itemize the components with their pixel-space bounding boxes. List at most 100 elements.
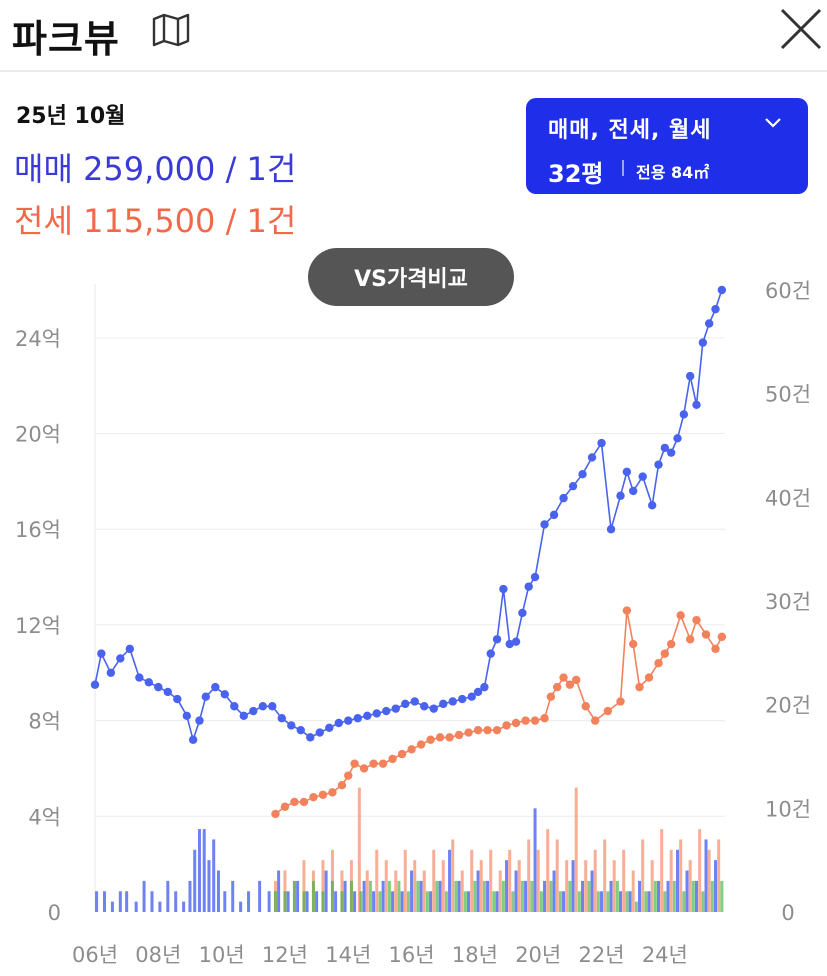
x-tick-label: 06년 [72, 943, 118, 967]
price-point [628, 639, 638, 649]
y-left-tick-label: 20억 [15, 423, 61, 447]
volume-bar [717, 839, 721, 912]
volume-bar [239, 901, 243, 912]
volume-bar [638, 880, 642, 912]
volume-bar [334, 891, 338, 912]
close-icon[interactable] [778, 6, 824, 52]
volume-bar [498, 870, 502, 912]
volume-bar [577, 891, 581, 912]
price-point [565, 680, 575, 689]
price-point [163, 687, 173, 697]
price-point [559, 673, 568, 682]
y-right-tick-label: 0 [781, 901, 794, 925]
volume-bar [714, 860, 718, 912]
price-point [518, 608, 527, 618]
price-point [711, 304, 720, 314]
x-tick-label: 16년 [389, 943, 435, 967]
jeonse-price-line [275, 610, 723, 815]
price-point [454, 730, 464, 740]
price-point [505, 639, 514, 649]
volume-bar [340, 891, 344, 912]
volume-bar [406, 891, 410, 912]
price-point [429, 704, 438, 713]
y-right-tick-label: 50건 [765, 383, 811, 407]
volume-bar [489, 849, 493, 912]
volume-bar [666, 880, 670, 912]
volume-bar [286, 891, 290, 912]
volume-bar [188, 880, 192, 912]
volume-bar [707, 849, 711, 912]
map-icon[interactable] [150, 12, 192, 48]
price-point [271, 809, 280, 819]
volume-bar [682, 891, 686, 912]
price-point [325, 723, 334, 732]
deal-type-filter-button[interactable]: 매매, 전세, 월세 32평 전용 84㎡ [526, 98, 808, 194]
volume-bar [584, 860, 588, 912]
volume-bar [619, 891, 623, 912]
price-point [553, 682, 562, 692]
price-point [616, 697, 625, 706]
volume-bar [508, 849, 512, 912]
volume-bar [403, 849, 407, 912]
price-point [397, 749, 407, 759]
vs-compare-button[interactable]: VS가격비교 [308, 248, 514, 306]
volume-bar [158, 901, 162, 912]
volume-bar [470, 849, 474, 912]
filter-size: 32평 [548, 160, 604, 188]
volume-bar [202, 829, 206, 912]
price-point [685, 371, 695, 381]
y-right-tick-label: 10건 [765, 797, 811, 821]
header: 파크뷰 [0, 0, 827, 72]
volume-bar [606, 891, 610, 912]
volume-bar [562, 891, 566, 912]
price-point [647, 501, 657, 510]
y-left-tick-label: 12억 [15, 614, 61, 638]
volume-bar [397, 880, 401, 912]
volume-bar [647, 891, 651, 912]
volume-bar [543, 880, 547, 912]
volume-bar [486, 880, 490, 912]
volume-bar [533, 808, 537, 912]
price-point [673, 434, 682, 443]
volume-bar [476, 870, 480, 912]
price-point [328, 788, 337, 797]
price-point [660, 649, 670, 658]
volume-bar [634, 901, 638, 912]
price-point [644, 673, 654, 682]
price-point [195, 716, 204, 725]
price-point [201, 692, 211, 701]
volume-bar [710, 880, 714, 912]
volume-bar [296, 880, 300, 912]
price-point [249, 706, 258, 716]
volume-bar [330, 880, 334, 912]
volume-bar [628, 891, 632, 912]
trade-label: 매매 [14, 150, 73, 188]
price-point [698, 338, 708, 347]
volume-bar [134, 901, 138, 912]
trade-value: 259,000 / 1건 [83, 150, 297, 188]
price-point [334, 718, 343, 728]
volume-bar [324, 870, 328, 912]
price-point [306, 733, 315, 742]
price-point [458, 694, 467, 704]
x-tick-label: 10년 [199, 943, 245, 967]
volume-bar [615, 880, 619, 912]
price-point [480, 682, 489, 692]
price-point [559, 493, 568, 503]
price-point [499, 584, 508, 594]
x-tick-label: 12년 [262, 943, 308, 967]
volume-bar [400, 891, 404, 912]
y-right-tick-label: 60건 [765, 279, 811, 303]
volume-bar [663, 891, 667, 912]
volume-bar [413, 860, 417, 912]
x-tick-label: 22년 [579, 943, 625, 967]
volume-bar [391, 891, 395, 912]
volume-bar [174, 891, 178, 912]
volume-bar [410, 870, 414, 912]
price-point [473, 725, 483, 735]
price-point [378, 759, 388, 768]
price-point [717, 285, 727, 295]
volume-bar [669, 849, 673, 912]
volume-bar [590, 870, 594, 912]
volume-bar [429, 891, 433, 912]
